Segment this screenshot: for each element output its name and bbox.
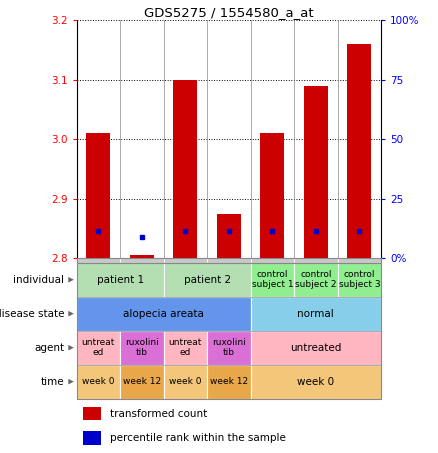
- Bar: [338, 258, 381, 263]
- Bar: [251, 258, 294, 263]
- Bar: [207, 365, 251, 399]
- Bar: [251, 332, 381, 365]
- Text: untreat
ed: untreat ed: [82, 338, 115, 357]
- Bar: [77, 264, 164, 297]
- Bar: [251, 365, 381, 399]
- Bar: [294, 258, 338, 263]
- Bar: [83, 407, 101, 420]
- Text: normal: normal: [297, 308, 334, 319]
- Text: patient 1: patient 1: [96, 275, 144, 285]
- Text: untreat
ed: untreat ed: [169, 338, 202, 357]
- Bar: [173, 80, 198, 258]
- Title: GDS5275 / 1554580_a_at: GDS5275 / 1554580_a_at: [144, 6, 314, 19]
- Text: control
subject 1: control subject 1: [251, 270, 293, 289]
- Bar: [207, 258, 251, 263]
- Bar: [164, 365, 207, 399]
- Text: patient 2: patient 2: [184, 275, 231, 285]
- Text: week 0: week 0: [297, 376, 334, 387]
- Bar: [77, 332, 120, 365]
- Bar: [77, 258, 120, 263]
- Text: control
subject 3: control subject 3: [339, 270, 380, 289]
- Bar: [164, 258, 207, 263]
- Text: percentile rank within the sample: percentile rank within the sample: [110, 434, 286, 443]
- Bar: [83, 431, 101, 445]
- Text: individual: individual: [14, 275, 64, 285]
- Bar: [164, 264, 251, 297]
- Bar: [217, 214, 241, 258]
- Text: week 12: week 12: [210, 377, 248, 386]
- Bar: [260, 133, 284, 258]
- Bar: [86, 133, 110, 258]
- Text: week 0: week 0: [169, 377, 201, 386]
- Bar: [304, 86, 328, 258]
- Bar: [251, 298, 381, 331]
- Bar: [77, 298, 251, 331]
- Text: untreated: untreated: [290, 342, 342, 353]
- Text: transformed count: transformed count: [110, 409, 207, 419]
- Text: ruxolini
tib: ruxolini tib: [125, 338, 159, 357]
- Bar: [130, 255, 154, 258]
- Bar: [120, 332, 164, 365]
- Bar: [251, 264, 294, 297]
- Text: week 12: week 12: [123, 377, 161, 386]
- Bar: [207, 332, 251, 365]
- Text: week 0: week 0: [82, 377, 115, 386]
- Bar: [294, 264, 338, 297]
- Text: alopecia areata: alopecia areata: [123, 308, 204, 319]
- Bar: [77, 365, 120, 399]
- Bar: [338, 264, 381, 297]
- Text: ruxolini
tib: ruxolini tib: [212, 338, 246, 357]
- Text: disease state: disease state: [0, 308, 64, 319]
- Text: control
subject 2: control subject 2: [295, 270, 336, 289]
- Text: time: time: [41, 376, 64, 387]
- Bar: [120, 365, 164, 399]
- Text: agent: agent: [34, 342, 64, 353]
- Bar: [347, 44, 371, 258]
- Bar: [120, 258, 164, 263]
- Bar: [164, 332, 207, 365]
